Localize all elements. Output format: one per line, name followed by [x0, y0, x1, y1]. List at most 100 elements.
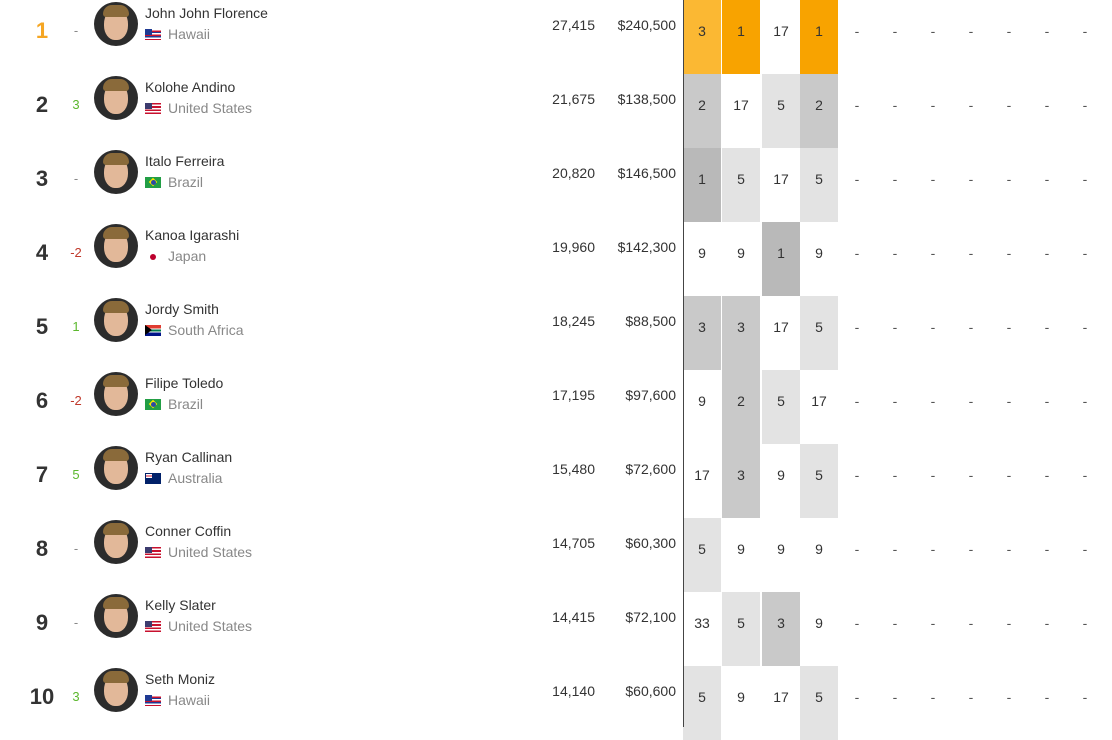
table-row[interactable]: 4 -2 Kanoa Igarashi Japan 19,960 $142,300 9 9 1 9…	[0, 216, 1112, 296]
flag-icon	[145, 324, 161, 336]
event-result-cell: 9	[815, 541, 823, 557]
rank-change: 3	[72, 97, 80, 112]
prize-money: $60,300	[625, 535, 676, 551]
country-name: United States	[168, 618, 253, 634]
future-event-cell: -	[968, 245, 974, 261]
future-event-cell: -	[854, 615, 860, 631]
surfer-avatar[interactable]	[94, 298, 138, 342]
surfer-name[interactable]: Jordy Smith	[145, 301, 219, 317]
event-result-cell: 2	[800, 74, 838, 148]
surfer-name[interactable]: Filipe Toledo	[145, 375, 224, 391]
future-event-cell: -	[892, 171, 898, 187]
surfer-country: Australia	[145, 470, 222, 486]
surfer-name[interactable]: Conner Coffin	[145, 523, 232, 539]
points-value: 14,705	[552, 535, 595, 551]
future-event-cell: -	[1006, 689, 1012, 705]
table-row[interactable]: 5 1 Jordy Smith South Africa 18,245 $88,500 3 3…	[0, 290, 1112, 370]
future-event-cell: -	[968, 689, 974, 705]
rank-change: -	[73, 615, 79, 630]
event-result-cell: 5	[762, 74, 800, 148]
table-row[interactable]: 2 3 Kolohe Andino United States 21,675 $138,5…	[0, 68, 1112, 148]
surfer-country: Brazil	[145, 396, 203, 412]
table-row[interactable]: 8 - Conner Coffin United States 14,705 $60,30…	[0, 512, 1112, 592]
flag-icon	[145, 398, 161, 410]
future-event-cell: -	[854, 467, 860, 483]
future-event-cell: -	[930, 171, 936, 187]
surfer-avatar[interactable]	[94, 76, 138, 120]
surfer-country: Japan	[145, 248, 206, 264]
surfer-name[interactable]: Italo Ferreira	[145, 153, 225, 169]
prize-money: $72,600	[625, 461, 676, 477]
event-result-cell: 3	[722, 296, 760, 370]
table-row[interactable]: 1- John John Florence Hawaii 27,415 $240,500…	[0, 0, 1112, 74]
future-event-cell: -	[892, 245, 898, 261]
future-event-cell: -	[930, 319, 936, 335]
future-event-cell: -	[1082, 97, 1088, 113]
future-event-cell: -	[892, 319, 898, 335]
surfer-name[interactable]: Kanoa Igarashi	[145, 227, 240, 243]
table-row[interactable]: 3- Italo Ferreira Brazil 20,820 $146,500 1 5 17…	[0, 142, 1112, 222]
points-value: 19,960	[552, 239, 595, 255]
surfer-avatar[interactable]	[94, 150, 138, 194]
flag-icon	[145, 28, 161, 40]
surfer-avatar[interactable]	[94, 668, 138, 712]
rank-number: 7	[35, 462, 49, 487]
surfer-name[interactable]: John John Florence	[145, 5, 268, 21]
future-event-cell: -	[968, 97, 974, 113]
future-event-cell: -	[892, 467, 898, 483]
future-event-cell: -	[1082, 171, 1088, 187]
future-event-cell: -	[968, 615, 974, 631]
country-name: South Africa	[168, 322, 244, 338]
surfer-name[interactable]: Kolohe Andino	[145, 79, 236, 95]
prize-money: $97,600	[625, 387, 676, 403]
flag-icon	[145, 176, 161, 188]
country-name: Hawaii	[168, 26, 211, 42]
event-result-cell: 3	[683, 0, 721, 74]
table-row[interactable]: 7 5 Ryan Callinan Australia 15,480 $72,600 17 3…	[0, 438, 1112, 518]
surfer-country: South Africa	[145, 322, 244, 338]
table-row[interactable]: 6 -2 Filipe Toledo Brazil 17,195 $97,600 9 2 5 17…	[0, 364, 1112, 444]
country-name: Australia	[168, 470, 223, 486]
future-event-cell: -	[892, 541, 898, 557]
rank-change: 5	[72, 467, 80, 482]
surfer-avatar[interactable]	[94, 594, 138, 638]
event-result-cell: 1	[762, 222, 800, 296]
surfer-avatar[interactable]	[94, 224, 138, 268]
surfer-country: United States	[145, 100, 252, 116]
event-result-cell: 9	[777, 541, 785, 557]
event-result-cell: 5	[722, 148, 760, 222]
prize-money: $146,500	[617, 165, 676, 181]
flag-icon	[145, 472, 161, 484]
event-result-cell: 17	[733, 97, 749, 113]
surfer-avatar[interactable]	[94, 372, 138, 416]
surfer-country: United States	[145, 544, 252, 560]
future-event-cell: -	[1082, 23, 1088, 39]
rank-change: -	[73, 23, 79, 38]
future-event-cell: -	[930, 97, 936, 113]
surfer-name[interactable]: Ryan Callinan	[145, 449, 233, 465]
surfer-avatar[interactable]	[94, 520, 138, 564]
event-result-cell: 17	[811, 393, 827, 409]
event-result-cell: 3	[722, 444, 760, 518]
event-result-cell: 2	[683, 74, 721, 148]
future-event-cell: -	[1006, 393, 1012, 409]
event-result-cell: 5	[800, 444, 838, 518]
prize-money: $88,500	[625, 313, 676, 329]
future-event-cell: -	[930, 23, 936, 39]
surfer-avatar[interactable]	[94, 2, 138, 46]
table-row[interactable]: 9 - Kelly Slater United States 14,415 $72,100…	[0, 586, 1112, 666]
flag-icon	[145, 620, 161, 632]
country-name: United States	[168, 100, 253, 116]
points-value: 15,480	[552, 461, 595, 477]
event-result-cell: 3	[683, 296, 721, 370]
points-value: 20,820	[552, 165, 595, 181]
event-result-cell: 17	[773, 23, 789, 39]
future-event-cell: -	[968, 171, 974, 187]
country-name: Brazil	[168, 174, 204, 190]
table-row[interactable]: 10 3 Seth Moniz Hawaii 14,140 $60,600 5 9 17 5- - -…	[0, 660, 1112, 740]
event-result-cell: 1	[683, 148, 721, 222]
prize-money: $142,300	[617, 239, 676, 255]
surfer-name[interactable]: Kelly Slater	[145, 597, 216, 613]
surfer-avatar[interactable]	[94, 446, 138, 490]
surfer-name[interactable]: Seth Moniz	[145, 671, 216, 687]
